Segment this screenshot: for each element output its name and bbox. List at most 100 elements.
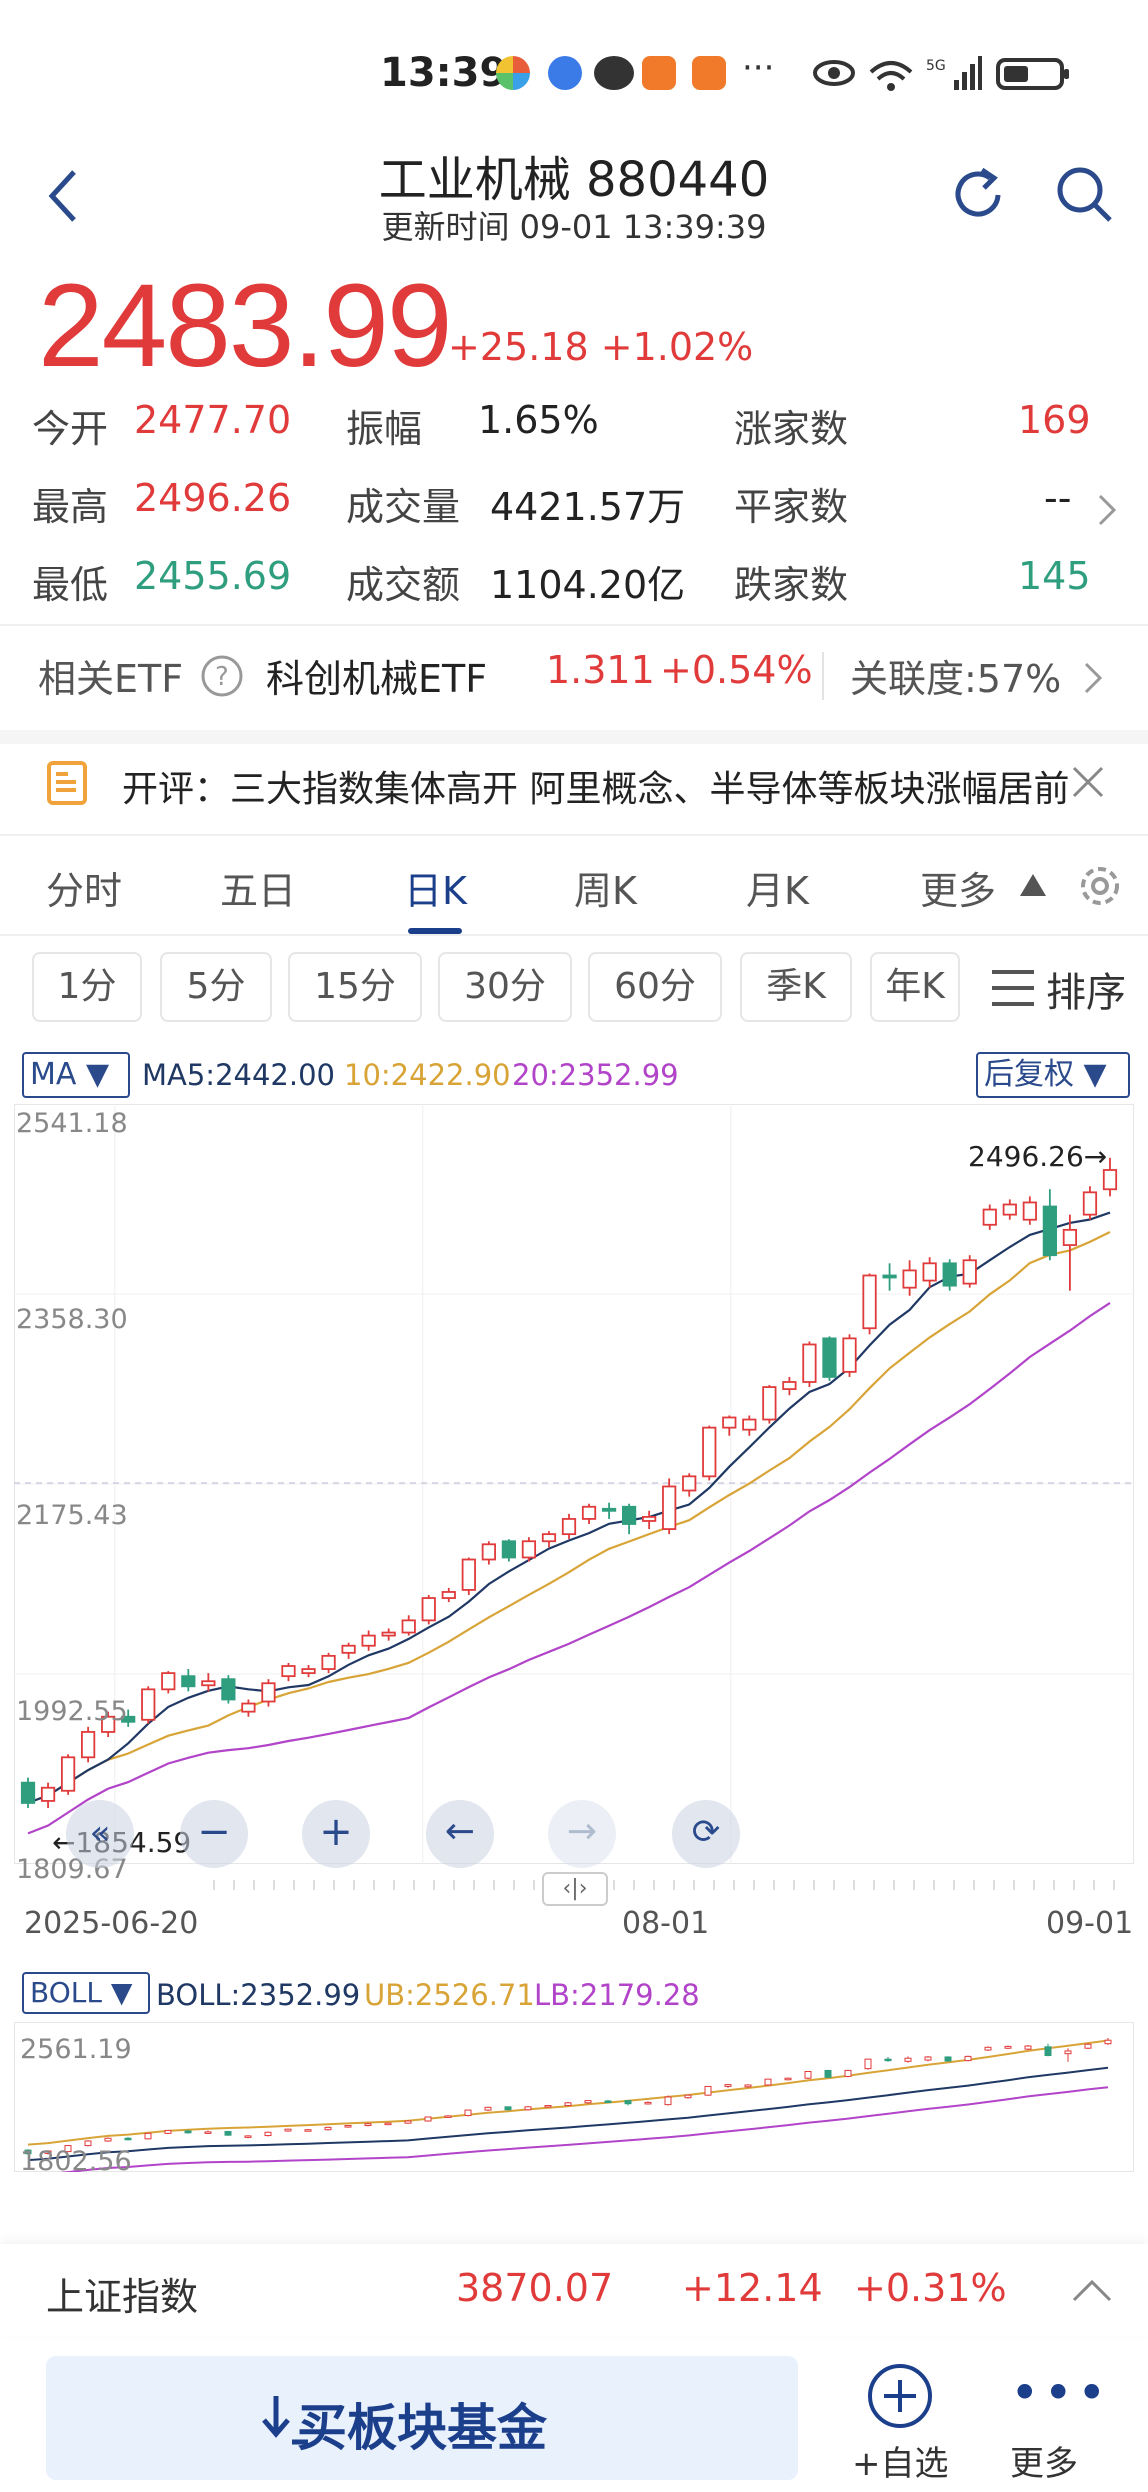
candle-body — [882, 1274, 897, 1279]
boll-candle-body — [224, 2131, 232, 2136]
boll-candle-body — [844, 2069, 852, 2077]
period-30min[interactable]: 30分 — [438, 952, 572, 1022]
triangle-up-icon — [1020, 874, 1046, 896]
boll-upper-band — [27, 2039, 1109, 2146]
period-quarter-k[interactable]: 季K — [740, 952, 852, 1022]
candle-body — [101, 1715, 116, 1733]
close-icon[interactable] — [1070, 764, 1106, 800]
page-title: 工业机械 880440 — [378, 152, 770, 208]
ticker-change-pct: +0.31% — [854, 2266, 1007, 2310]
boll-candle-body — [344, 2125, 352, 2128]
period-60min[interactable]: 60分 — [588, 952, 722, 1022]
boll-candle-body — [324, 2126, 332, 2131]
pan-right-icon[interactable]: → — [548, 1800, 616, 1868]
adjust-selector[interactable]: 后复权 ▼ — [976, 1052, 1130, 1098]
settings-icon[interactable] — [1074, 860, 1126, 912]
period-5min[interactable]: 5分 — [160, 952, 272, 1022]
tab-daily-k[interactable]: 日K — [404, 869, 467, 913]
search-icon[interactable] — [1054, 164, 1116, 226]
candle-body — [321, 1654, 336, 1670]
chevron-right-icon[interactable] — [1096, 492, 1120, 528]
buy-fund-button[interactable]: 买板块基金 — [46, 2356, 798, 2480]
period-15min[interactable]: 15分 — [288, 952, 422, 1022]
boll-candle-body — [1044, 2046, 1052, 2057]
eye-icon — [813, 60, 855, 86]
boll-candle-body — [724, 2084, 732, 2087]
candle-body — [902, 1269, 917, 1289]
pan-left-icon[interactable]: ← — [426, 1800, 494, 1868]
etf-name: 科创机械ETF — [266, 657, 488, 701]
zoom-in-icon[interactable]: + — [302, 1800, 370, 1868]
candle-body — [682, 1475, 697, 1492]
etf-change: +0.54% — [660, 648, 813, 692]
drag-handle[interactable]: ‹|› — [542, 1872, 608, 1906]
candle-body — [802, 1343, 817, 1383]
browser-icon — [548, 56, 582, 90]
y-tick: 1992.55 — [16, 1696, 128, 1727]
sort-button[interactable]: 排序 — [1046, 970, 1126, 1016]
refresh-icon[interactable] — [948, 164, 1010, 226]
candle-body — [501, 1540, 517, 1559]
news-headline[interactable]: 开评：三大指数集体高开 阿里概念、半导体等板块涨幅居前 — [122, 769, 1070, 810]
help-icon[interactable]: ? — [200, 654, 244, 698]
candle-body — [381, 1631, 396, 1637]
x-tick: 08-01 — [622, 1906, 710, 1941]
candlestick-chart[interactable] — [14, 1104, 1134, 1864]
taobao-icon — [642, 56, 676, 90]
zoom-out-icon[interactable]: − — [180, 1800, 248, 1868]
tab-more[interactable]: 更多 — [920, 869, 997, 913]
candle-body — [161, 1672, 176, 1691]
boll-candle-body — [364, 2123, 372, 2127]
chevron-right-icon[interactable] — [1082, 660, 1106, 696]
more-label: 更多 — [1010, 2444, 1078, 2484]
index-ticker[interactable]: 上证指数 3870.07 +12.14 +0.31% — [0, 2244, 1148, 2336]
period-1min[interactable]: 1分 — [32, 952, 142, 1022]
rewind-icon[interactable]: « — [66, 1800, 134, 1868]
boll-candle-body — [624, 2100, 632, 2105]
menu-icon[interactable] — [990, 968, 1036, 1008]
etf-price: 1.311 — [546, 648, 655, 692]
boll-candle-body — [424, 2116, 432, 2122]
etf-label: 相关ETF — [38, 657, 184, 701]
candle-body — [421, 1597, 436, 1622]
candle-body — [141, 1688, 156, 1721]
boll-middle-band — [27, 2066, 1109, 2162]
boll-chart[interactable] — [14, 2022, 1134, 2172]
period-year-k[interactable]: 年K — [870, 952, 960, 1022]
candle-body — [1042, 1205, 1057, 1257]
back-icon[interactable] — [46, 168, 80, 224]
indicator-selector[interactable]: BOLL ▼ — [22, 1972, 150, 2014]
boll-candle-body — [264, 2131, 272, 2137]
tab-intraday[interactable]: 分时 — [46, 869, 123, 913]
candle-body — [702, 1426, 717, 1478]
tab-monthly-k[interactable]: 月K — [746, 869, 809, 913]
candle-body — [181, 1675, 196, 1688]
boll-candle-body — [644, 2101, 652, 2105]
boll-candle-body — [484, 2106, 492, 2111]
reset-icon[interactable]: ⟳ — [672, 1800, 740, 1868]
ticker-price: 3870.07 — [456, 2266, 614, 2310]
candle-body — [982, 1208, 997, 1226]
app-icon — [496, 56, 530, 90]
boll-candle-body — [764, 2078, 772, 2086]
max-price-marker: 2496.26→ — [968, 1140, 1108, 1173]
battery-icon — [996, 58, 1069, 90]
buy-fund-label: 买板块基金 — [297, 2399, 547, 2457]
tab-weekly-k[interactable]: 周K — [574, 869, 637, 913]
amplitude-value: 1.65% — [478, 398, 599, 442]
etf-correlation: 关联度:57% — [850, 657, 1062, 701]
candle-body — [81, 1731, 96, 1759]
boll-candle-body — [984, 2046, 992, 2051]
chevron-up-icon[interactable] — [1070, 2274, 1114, 2304]
flat-count: -- — [1044, 476, 1072, 520]
boll-candle-body — [784, 2077, 792, 2081]
boll-candle-body — [164, 2129, 172, 2134]
boll-candle-body — [44, 2150, 52, 2154]
ma-selector[interactable]: MA ▼ — [22, 1052, 130, 1098]
candle-body — [241, 1702, 256, 1713]
boll-y-bottom: 1802.56 — [20, 2146, 132, 2177]
candle-body — [662, 1485, 677, 1530]
tab-five-day[interactable]: 五日 — [220, 869, 297, 913]
header: 工业机械 880440 更新时间 09-01 13:39:39 — [0, 130, 1148, 260]
boll-candle-body — [144, 2132, 152, 2140]
